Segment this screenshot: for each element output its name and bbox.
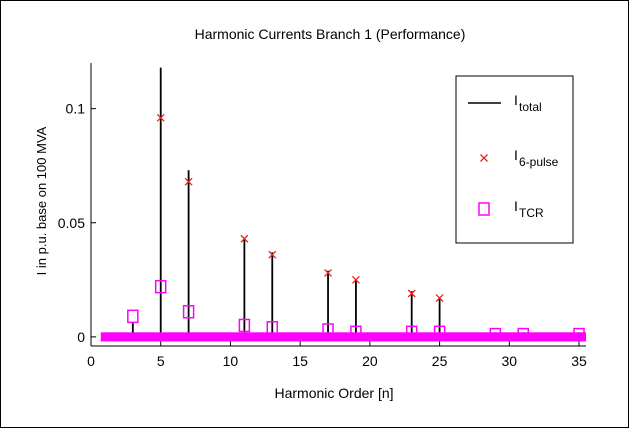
tcr-current-point <box>238 318 251 333</box>
legend-label-sub: 6-pulse <box>519 155 559 169</box>
x-tick-label: 30 <box>502 353 518 369</box>
legend-tcr-square-icon <box>478 202 490 216</box>
tcr-current-point <box>154 279 167 294</box>
y-tick-label: 0.05 <box>58 215 85 231</box>
six-pulse-current-point <box>240 234 249 243</box>
six-pulse-current-point <box>435 294 444 303</box>
x-tick-label: 20 <box>362 353 378 369</box>
x-axis-label: Harmonic Order [n] <box>274 385 393 401</box>
tcr-current-point <box>433 325 446 340</box>
y-axis-label: I in p.u. base on 100 MVA <box>34 126 49 275</box>
six-pulse-current-point <box>268 250 277 259</box>
tcr-current-point <box>489 327 502 342</box>
tcr-current-point <box>573 327 585 342</box>
tcr-current-point <box>350 325 362 340</box>
six-pulse-current-point <box>184 177 193 186</box>
tcr-current-point <box>182 305 195 319</box>
axis-ticks: 0 5 10 15 20 25 30 35 0 0.05 0.1 <box>58 101 587 369</box>
six-pulse-current-point <box>156 113 165 122</box>
legend-label-sub: TCR <box>519 206 544 220</box>
y-tick-label: 0.1 <box>66 101 86 117</box>
legend-label-main: I <box>514 147 518 163</box>
six-pulse-current-point <box>351 275 360 284</box>
legend-label-sub: total <box>519 100 542 114</box>
six-pulse-current-point <box>407 289 416 298</box>
x-tick-label: 35 <box>571 353 587 369</box>
legend-six-pulse-cross-icon <box>480 154 488 162</box>
legend-label-main: I <box>514 198 518 214</box>
six-pulse-current-point <box>324 269 333 277</box>
y-tick-label: 0 <box>77 329 85 345</box>
tcr-current-point <box>517 327 530 342</box>
tcr-current-point <box>266 320 279 335</box>
legend-box <box>455 75 574 244</box>
x-tick-label: 5 <box>157 353 165 369</box>
tcr-baseline-band <box>100 332 587 342</box>
tcr-current-point <box>127 309 139 324</box>
x-tick-label: 25 <box>432 353 448 369</box>
legend-label-main: I <box>514 92 518 108</box>
plot-axes <box>90 63 586 347</box>
plot-marks <box>100 67 587 342</box>
tcr-current-point <box>322 323 334 337</box>
x-tick-label: 10 <box>223 353 239 369</box>
chart-title: Harmonic Currents Branch 1 (Performance) <box>195 26 466 42</box>
tcr-current-point <box>405 325 418 340</box>
x-tick-label: 15 <box>292 353 308 369</box>
x-tick-label: 0 <box>87 353 95 369</box>
